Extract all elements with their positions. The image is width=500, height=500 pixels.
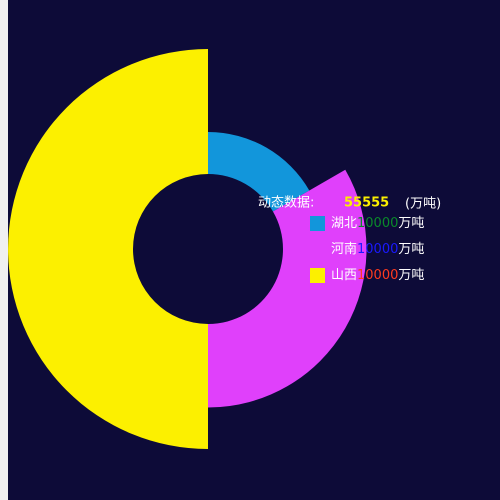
legend-unit: 万吨 xyxy=(398,216,424,231)
legend-item: 山西10000万吨 xyxy=(331,268,424,283)
slice xyxy=(8,49,208,449)
legend-item: 河南10000万吨 xyxy=(331,241,424,257)
legend-value: 10000 xyxy=(357,242,398,257)
legend-value: 10000 xyxy=(357,268,398,283)
title-unit: (万吨) xyxy=(405,197,441,212)
legend-name: 山西 xyxy=(331,268,357,283)
legend-unit: 万吨 xyxy=(398,268,424,283)
slice xyxy=(208,169,367,408)
legend-name: 湖北 xyxy=(331,216,357,231)
chart-title: 动态数据: xyxy=(258,196,314,211)
legend-value: 10000 xyxy=(357,216,398,231)
title-value: 55555 xyxy=(344,196,389,211)
legend-icon xyxy=(310,268,325,283)
slices xyxy=(8,49,367,449)
legend-icon xyxy=(310,216,325,231)
legend-unit: 万吨 xyxy=(398,242,424,257)
slice xyxy=(208,132,310,212)
legend-item: 湖北10000万吨 xyxy=(331,216,424,231)
chart: 动态数据: 55555 (万吨) 湖北10000万吨河南10000万吨山西100… xyxy=(8,0,500,500)
legend-name: 河南 xyxy=(331,241,357,257)
legend-icon xyxy=(310,242,325,257)
